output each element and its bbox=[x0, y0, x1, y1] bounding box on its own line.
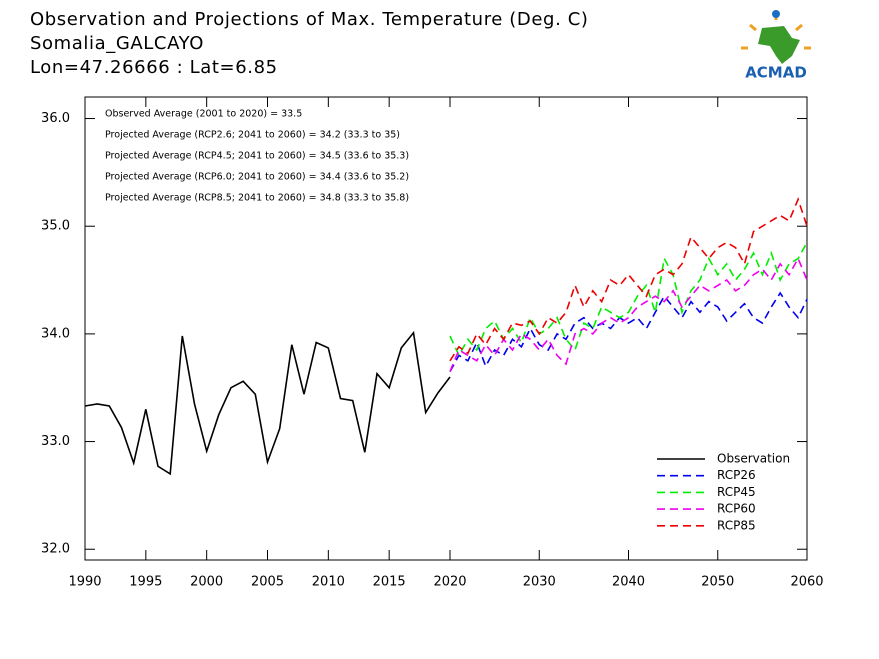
x-tick-label: 1995 bbox=[129, 575, 162, 590]
y-tick-label: 33.0 bbox=[41, 434, 70, 449]
annotation: Observed Average (2001 to 2020) = 33.5 bbox=[105, 109, 302, 120]
x-tick-label: 2000 bbox=[190, 575, 223, 590]
logo: ACMAD bbox=[741, 10, 811, 82]
x-tick-label: 2005 bbox=[251, 575, 284, 590]
x-tick-label: 2020 bbox=[433, 575, 466, 590]
annotation: Projected Average (RCP4.5; 2041 to 2060)… bbox=[105, 151, 409, 162]
series-line bbox=[449, 256, 808, 372]
annotation: Projected Average (RCP2.6; 2041 to 2060)… bbox=[105, 130, 400, 141]
x-tick-label: 2030 bbox=[523, 575, 556, 590]
y-tick-label: 32.0 bbox=[41, 542, 70, 557]
logo-text: ACMAD bbox=[745, 64, 807, 82]
annotation: Projected Average (RCP6.0; 2041 to 2060)… bbox=[105, 172, 409, 183]
logo-africa bbox=[758, 26, 800, 64]
plot-frame bbox=[84, 96, 808, 561]
legend-label: RCP45 bbox=[717, 485, 756, 499]
y-tick-label: 34.0 bbox=[41, 326, 70, 341]
x-tick-label: 2050 bbox=[701, 575, 734, 590]
legend-label: RCP60 bbox=[717, 502, 756, 516]
x-tick-label: 2010 bbox=[312, 575, 345, 590]
chart-title: Observation and Projections of Max. Temp… bbox=[30, 9, 589, 30]
series-line bbox=[449, 291, 808, 372]
series-line bbox=[84, 330, 451, 476]
legend-label: RCP85 bbox=[717, 518, 756, 532]
x-tick-label: 2015 bbox=[373, 575, 406, 590]
x-tick-label: 2040 bbox=[612, 575, 645, 590]
chart-subtitle: Somalia_GALCAYO bbox=[30, 33, 204, 54]
logo-drop bbox=[772, 10, 780, 18]
x-tick-label: 2060 bbox=[790, 575, 823, 590]
legend-label: Observation bbox=[717, 452, 790, 466]
location: Lon=47.26666 : Lat=6.85 bbox=[30, 57, 278, 78]
x-tick-label: 1990 bbox=[68, 575, 101, 590]
legend-label: RCP26 bbox=[717, 468, 756, 482]
y-tick-label: 36.0 bbox=[41, 111, 70, 126]
annotation: Projected Average (RCP8.5; 2041 to 2060)… bbox=[105, 193, 409, 204]
series-line bbox=[449, 197, 808, 362]
series-line bbox=[449, 242, 808, 358]
y-tick-label: 35.0 bbox=[41, 219, 70, 234]
